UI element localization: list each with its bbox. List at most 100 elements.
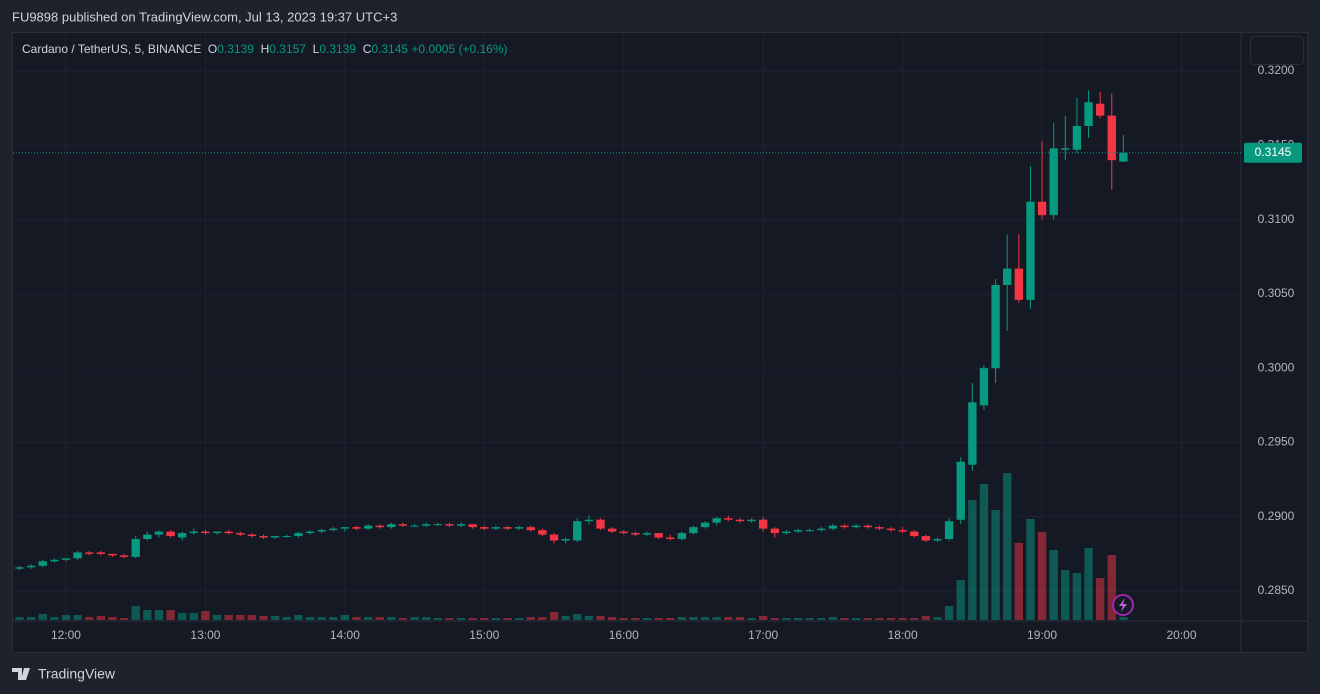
y-tick-label: 0.3200 (1258, 63, 1295, 77)
candle-body (410, 525, 419, 527)
volume-bar (1003, 473, 1012, 620)
volume-bar (422, 617, 431, 620)
volume-bar (282, 617, 291, 620)
volume-bar (619, 618, 628, 620)
x-tick-label: 19:00 (1027, 628, 1057, 642)
candle-body (108, 553, 117, 556)
volume-bar (387, 617, 396, 620)
toolbar-button[interactable] (1250, 36, 1304, 65)
candle-body (317, 530, 326, 532)
candle-body (782, 531, 791, 534)
volume-bar (270, 616, 280, 620)
candle-body (991, 284, 1000, 369)
x-tick-label: 16:00 (609, 628, 639, 642)
candle-body (340, 527, 350, 529)
candle-body (143, 534, 152, 540)
candle-body (1095, 103, 1105, 116)
candle-body (1003, 268, 1012, 285)
candle-body (1119, 152, 1128, 162)
volume-bar (584, 616, 594, 620)
candle-body (735, 519, 745, 522)
volume-bar (538, 617, 547, 620)
volume-bar (340, 615, 350, 620)
y-tick-label: 0.3000 (1258, 360, 1295, 374)
candle-body (282, 536, 291, 538)
legend: Cardano / TetherUS, 5, BINANCE O0.3139 H… (22, 42, 508, 56)
candle-body (503, 527, 512, 529)
volume-bar (15, 617, 24, 620)
volume-bar (108, 617, 117, 620)
volume-bar (863, 618, 872, 620)
candle-body (201, 531, 210, 534)
candle-body (677, 533, 687, 540)
grid (13, 33, 1241, 620)
candle-body (979, 368, 989, 406)
candle-body (61, 558, 71, 560)
volume-bar (38, 614, 47, 620)
candle-body (851, 525, 861, 528)
candle-body (96, 552, 106, 554)
volume-bar (491, 618, 501, 620)
volume-bar (1119, 617, 1128, 620)
volume-bar (259, 616, 268, 620)
candle-body (1072, 126, 1082, 150)
candle-body (689, 527, 698, 534)
volume-bar (886, 618, 896, 620)
volume-bar (805, 618, 814, 620)
volume-bar (747, 618, 756, 620)
candle-body (933, 539, 942, 541)
volume-bar (817, 618, 826, 620)
candle-body (968, 402, 977, 465)
change: +0.0005 (+0.16%) (411, 42, 508, 56)
volume-bar (398, 618, 408, 620)
candle-body (26, 565, 36, 568)
volume-bar (1095, 578, 1105, 620)
volume-bar (1072, 573, 1082, 620)
volume-bar (1061, 570, 1070, 620)
candle-body (491, 527, 501, 529)
candle-body (944, 521, 954, 540)
y-tick-label: 0.2900 (1258, 509, 1295, 523)
candle-body (956, 461, 965, 520)
published-note: FU9898 published on TradingView.com, Jul… (12, 9, 397, 24)
volume-bar (561, 616, 570, 620)
candle-body (747, 519, 756, 522)
candle-body (840, 525, 849, 528)
candle-body (1037, 201, 1047, 216)
candle-body (898, 530, 907, 532)
volume-bar (456, 618, 466, 620)
candle-body (329, 528, 338, 531)
volume-bar (224, 615, 233, 620)
volume-bar (979, 484, 989, 620)
volume-bar (131, 606, 140, 620)
volume-bar (294, 615, 303, 620)
candle-body (154, 531, 164, 535)
candle-body (363, 525, 373, 529)
volume-bar (921, 616, 931, 620)
candle-body (38, 561, 47, 566)
volume-bar (514, 618, 524, 620)
volume-bar (782, 618, 791, 620)
volume-bar (956, 580, 965, 620)
volume-bar (1049, 550, 1058, 620)
volume-bar (375, 617, 384, 620)
candle-body (294, 533, 303, 537)
brand-logo (12, 668, 30, 680)
ohlc-label: H (260, 42, 270, 56)
candle-body (1084, 102, 1093, 127)
volume-bar (666, 618, 675, 620)
symbol-title: Cardano / TetherUS, 5, BINANCE (22, 42, 202, 56)
candle-body (758, 519, 768, 529)
candle-body (631, 533, 640, 535)
candle-body (73, 552, 82, 559)
volume-bar (154, 610, 164, 620)
volume-bar (991, 510, 1000, 620)
candle-body (793, 530, 803, 532)
volume-bar (607, 617, 617, 620)
candle-body (921, 536, 931, 541)
ohlc-value: 0.3139 (217, 42, 254, 56)
volume-bar (724, 617, 733, 620)
ohlc-value: 0.3157 (269, 42, 306, 56)
volume-bar (73, 615, 82, 620)
